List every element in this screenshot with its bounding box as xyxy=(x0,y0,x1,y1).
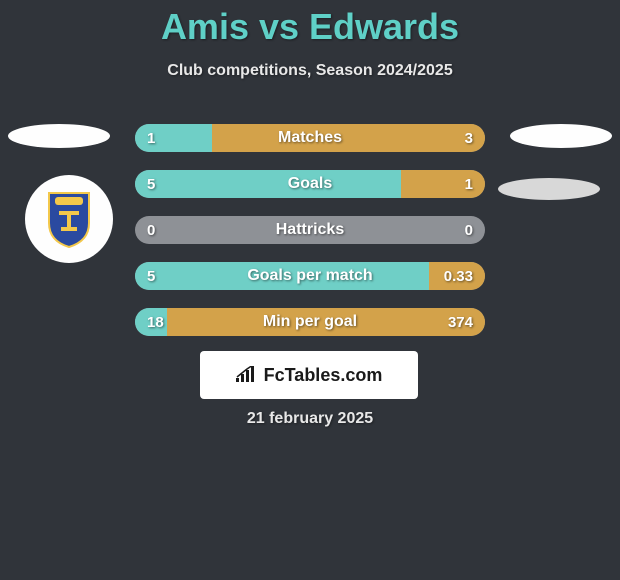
stat-value-right: 3 xyxy=(465,124,473,152)
avatar-placeholder-left xyxy=(8,124,110,148)
stat-label: Matches xyxy=(135,124,485,152)
stat-value-right: 374 xyxy=(448,308,473,336)
stat-value-left: 1 xyxy=(147,124,155,152)
stat-label: Hattricks xyxy=(135,216,485,244)
stat-row: Matches1 3 xyxy=(135,124,485,152)
stat-label: Goals xyxy=(135,170,485,198)
stat-value-left: 0 xyxy=(147,216,155,244)
avatar-placeholder-right-2 xyxy=(498,178,600,200)
stat-row: Hattricks0 0 xyxy=(135,216,485,244)
stat-row: Goals per match5 0.33 xyxy=(135,262,485,290)
stat-value-right: 0 xyxy=(465,216,473,244)
stat-row: Min per goal18 374 xyxy=(135,308,485,336)
bar-chart-icon xyxy=(236,366,258,384)
brand-badge: FcTables.com xyxy=(200,351,418,399)
page-title: Amis vs Edwards xyxy=(0,0,620,48)
stat-row: Goals5 1 xyxy=(135,170,485,198)
club-badge-left xyxy=(25,175,113,263)
stat-value-left: 5 xyxy=(147,262,155,290)
brand-text: FcTables.com xyxy=(264,365,383,386)
stat-value-left: 5 xyxy=(147,170,155,198)
stat-value-right: 0.33 xyxy=(444,262,473,290)
stat-value-left: 18 xyxy=(147,308,164,336)
avatar-placeholder-right xyxy=(510,124,612,148)
stat-label: Goals per match xyxy=(135,262,485,290)
shield-icon xyxy=(45,189,93,249)
subtitle: Club competitions, Season 2024/2025 xyxy=(0,62,620,80)
stat-label: Min per goal xyxy=(135,308,485,336)
date-label: 21 february 2025 xyxy=(0,410,620,428)
comparison-chart: Matches13Goals51Hattricks00Goals per mat… xyxy=(135,124,485,354)
stat-value-right: 1 xyxy=(465,170,473,198)
